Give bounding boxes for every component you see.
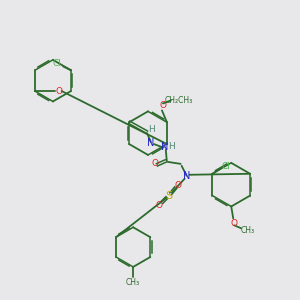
Text: N: N <box>183 171 190 181</box>
Text: H: H <box>168 142 175 151</box>
Text: N: N <box>161 142 169 152</box>
Text: O: O <box>159 101 167 110</box>
Text: N: N <box>147 138 155 148</box>
Text: Cl: Cl <box>222 162 231 171</box>
Text: O: O <box>174 181 181 190</box>
Text: Cl: Cl <box>52 59 62 68</box>
Text: CH₃: CH₃ <box>241 226 255 235</box>
Text: O: O <box>231 219 238 228</box>
Text: O: O <box>55 87 62 96</box>
Text: O: O <box>155 201 162 210</box>
Text: CH₃: CH₃ <box>126 278 140 287</box>
Text: S: S <box>165 190 172 201</box>
Text: CH₂CH₃: CH₂CH₃ <box>165 96 193 105</box>
Text: H: H <box>148 125 155 134</box>
Text: O: O <box>152 159 158 168</box>
